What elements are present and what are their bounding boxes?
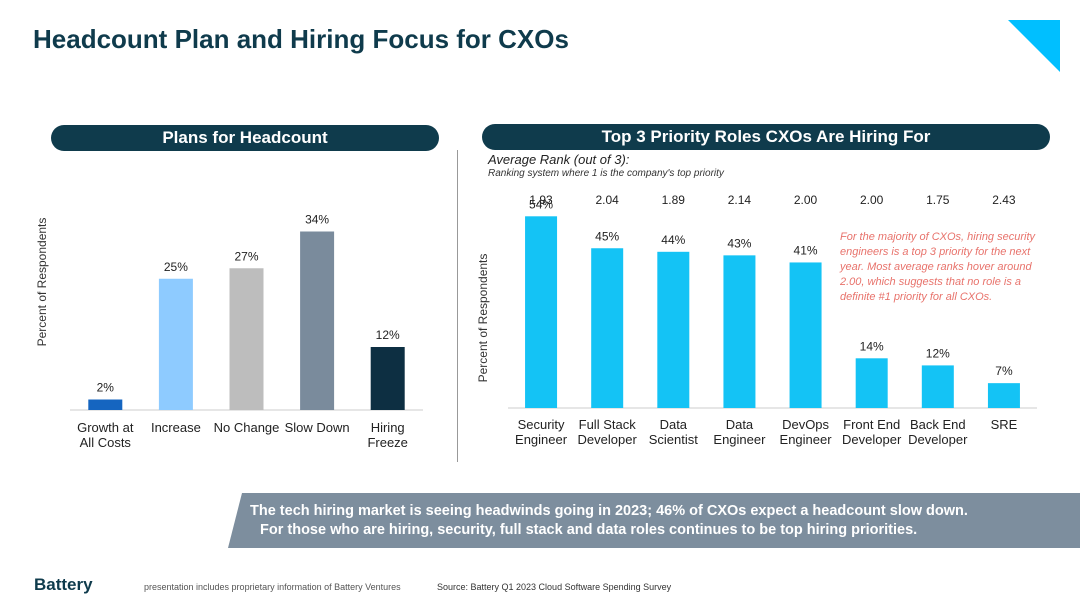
chart1-average-rank: 1.89 (662, 193, 686, 207)
banner-line-2: For those who are hiring, security, full… (260, 522, 918, 538)
chart0-category-label: All Costs (80, 435, 132, 450)
chart0-data-label: 34% (305, 213, 329, 227)
chart0-y-axis-label: Percent of Respondents (35, 218, 49, 347)
chart1-category-label: Developer (842, 432, 902, 447)
chart1-category-label: Scientist (649, 432, 699, 447)
right-panel-header: Top 3 Priority Roles CXOs Are Hiring For (482, 124, 1050, 150)
chart1-category-label: Security (518, 417, 565, 432)
chart1-data-label: 54% (529, 197, 553, 211)
summary-banner: The tech hiring market is seeing headwin… (228, 493, 1080, 548)
chart1-bar (855, 358, 888, 408)
chart0-data-label: 25% (164, 260, 188, 274)
chart1-category-label: Developer (908, 432, 968, 447)
chart1-category-label: DevOps (782, 417, 829, 432)
chart0-data-label: 12% (376, 328, 400, 342)
chart1-average-rank: 2.14 (728, 193, 752, 207)
footer-source: Source: Battery Q1 2023 Cloud Software S… (437, 582, 672, 592)
chart1-bar (591, 248, 624, 408)
chart0-data-label: 27% (234, 249, 258, 263)
chart-annotation: For the majority of CXOs, hiring securit… (840, 231, 1036, 303)
chart1-data-label: 12% (926, 346, 950, 360)
chart1-category-label: Back End (910, 417, 966, 432)
average-rank-title: Average Rank (out of 3): (488, 152, 630, 167)
chart1-category-label: Developer (578, 432, 638, 447)
chart1-category-label: Engineer (515, 432, 568, 447)
average-rank-subtitle: Ranking system where 1 is the company's … (488, 168, 724, 179)
chart1-data-label: 44% (661, 233, 685, 247)
corner-triangle-decoration (1008, 20, 1060, 72)
chart1-average-rank: 2.00 (794, 193, 818, 207)
chart1-average-rank: 2.43 (992, 193, 1016, 207)
chart1-data-label: 14% (860, 339, 884, 353)
chart1-average-rank: 2.04 (596, 193, 620, 207)
chart1-category-label: Data (726, 417, 754, 432)
chart1-bar (525, 216, 558, 408)
chart1-category-label: Front End (843, 417, 900, 432)
chart1-category-label: Data (660, 417, 688, 432)
chart0-category-label: Slow Down (285, 420, 350, 435)
panel-divider (457, 150, 458, 462)
battery-logo: Battery (34, 575, 93, 594)
chart1-average-rank: 2.00 (860, 193, 884, 207)
chart1-data-label: 45% (595, 229, 619, 243)
chart1-data-label: 7% (995, 364, 1013, 378)
chart0-bar (88, 399, 123, 410)
chart1-bar (789, 262, 822, 408)
page-title: Headcount Plan and Hiring Focus for CXOs (33, 24, 569, 54)
chart1-category-label: Engineer (713, 432, 766, 447)
left-panel-header: Plans for Headcount (51, 125, 439, 151)
chart1-data-label: 41% (794, 243, 818, 257)
chart0-category-label: Growth at (77, 420, 134, 435)
chart1-bar (987, 383, 1020, 408)
chart0-bar (158, 278, 193, 410)
chart1-average-rank: 1.93 (529, 193, 553, 207)
chart1-category-label: Full Stack (579, 417, 637, 432)
chart1-bar (723, 255, 756, 408)
chart0-category-label: Hiring (371, 420, 405, 435)
chart0-category-label: No Change (214, 420, 280, 435)
chart0-category-label: Increase (151, 420, 201, 435)
chart0-bar (229, 268, 264, 410)
chart1-bar (657, 251, 690, 408)
chart1-bar (921, 365, 954, 408)
banner-line-1: The tech hiring market is seeing headwin… (250, 503, 968, 519)
chart1-category-label: SRE (991, 417, 1018, 432)
chart0-category-label: Freeze (367, 435, 407, 450)
chart1-average-rank: 1.75 (926, 193, 950, 207)
chart0-bar (370, 347, 405, 410)
chart1-data-label: 43% (727, 236, 751, 250)
chart0-data-label: 2% (97, 381, 115, 395)
footer-disclaimer: presentation includes proprietary inform… (144, 582, 401, 592)
chart1-y-axis-label: Percent of Respondents (476, 254, 490, 383)
chart0-bar (300, 231, 335, 410)
chart1-category-label: Engineer (780, 432, 833, 447)
